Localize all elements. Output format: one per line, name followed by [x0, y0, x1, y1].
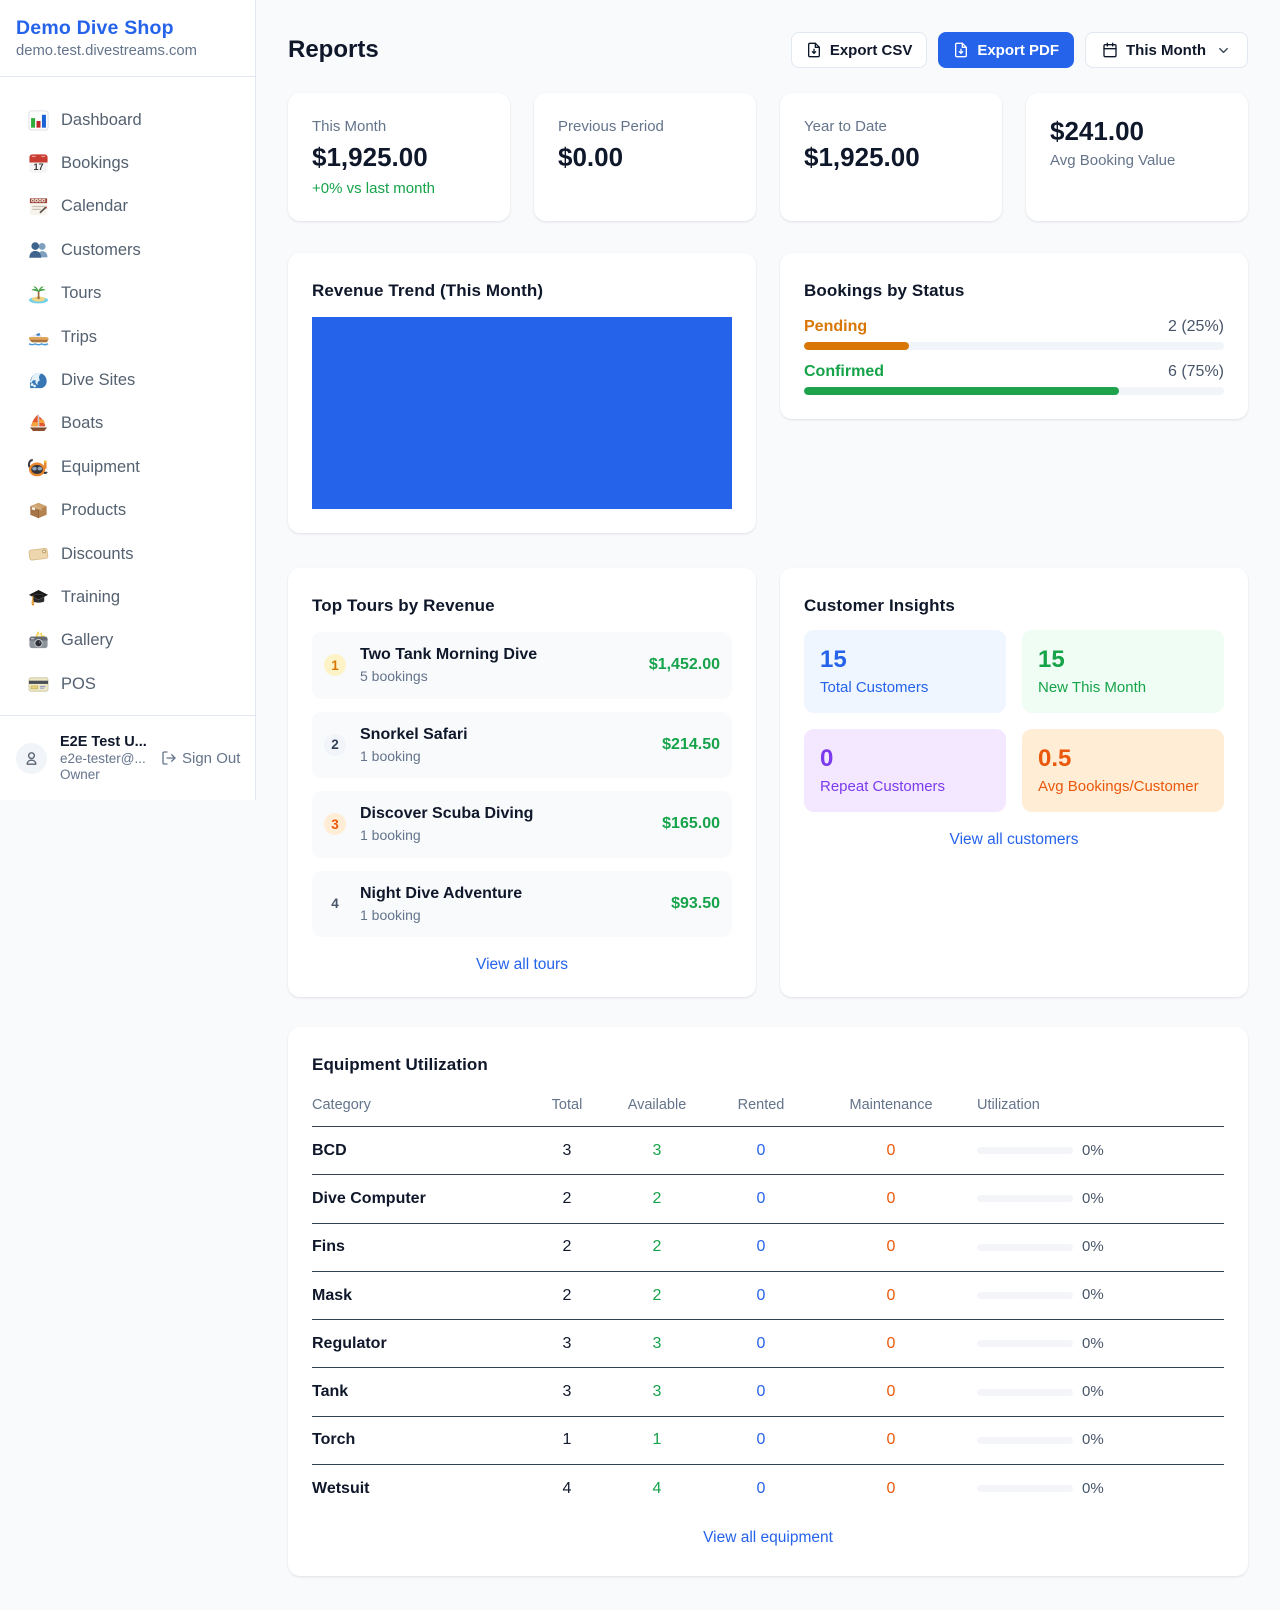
svg-text:17: 17 — [33, 162, 43, 172]
